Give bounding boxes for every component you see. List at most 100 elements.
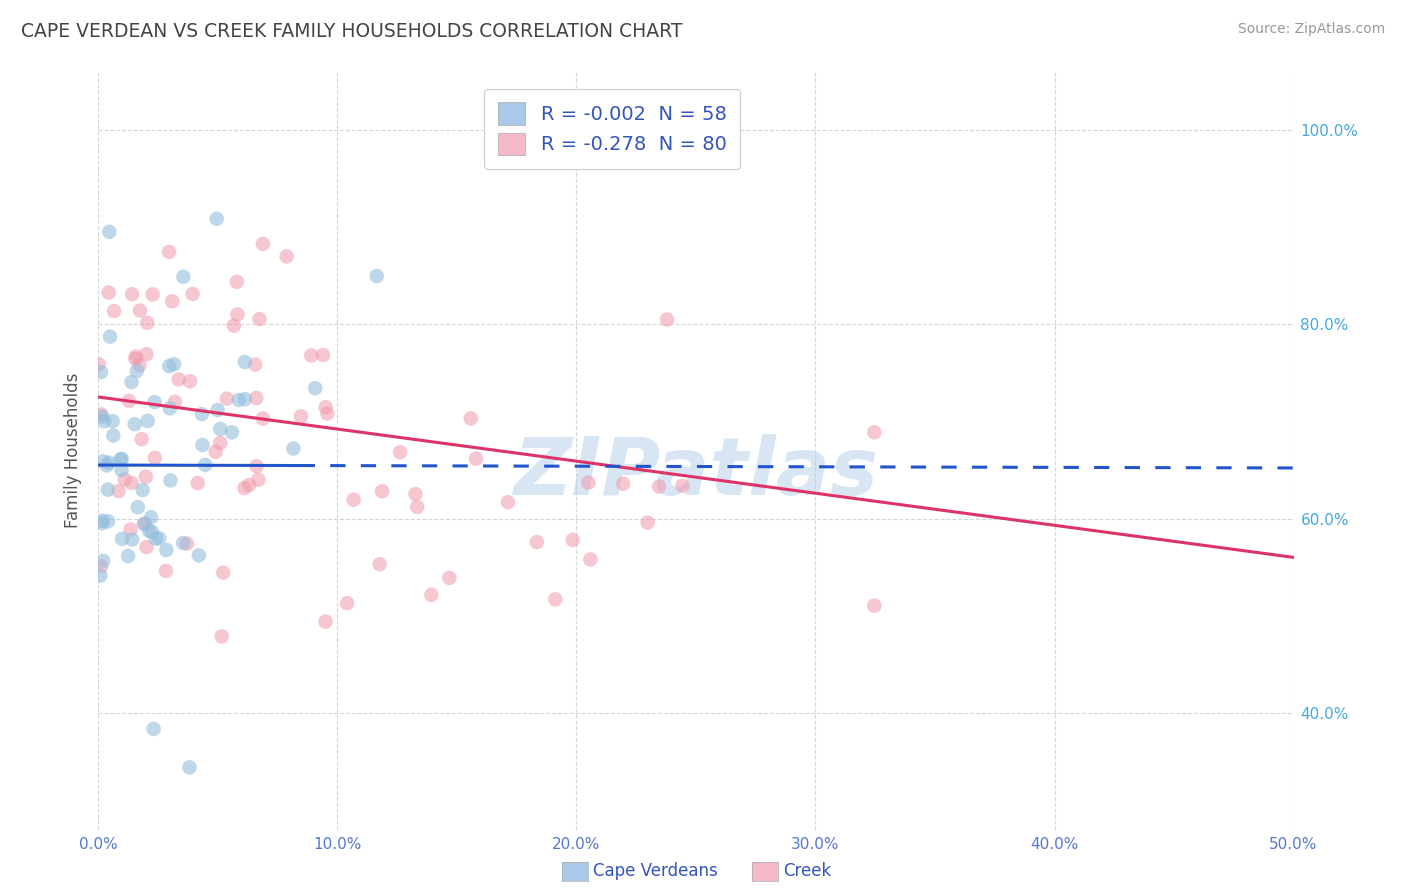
Point: [143, 450, 166, 465]
Point: [127, 500, 149, 515]
Point: [612, 476, 634, 491]
Point: [179, 374, 201, 388]
Text: Source: ZipAtlas.com: Source: ZipAtlas.com: [1237, 22, 1385, 37]
Point: [209, 422, 232, 436]
Point: [98, 329, 121, 343]
Point: [143, 395, 166, 409]
Point: [111, 532, 134, 546]
Point: [312, 348, 335, 362]
Point: [172, 536, 194, 550]
Point: [107, 483, 129, 498]
Point: [132, 516, 155, 531]
Point: [145, 532, 167, 546]
Point: [205, 211, 228, 226]
Y-axis label: Family Households: Family Households: [65, 373, 83, 528]
Point: [91, 554, 114, 568]
Point: [191, 407, 214, 421]
Point: [90, 407, 112, 421]
Point: [141, 525, 163, 540]
Point: [181, 287, 204, 301]
Point: [207, 403, 229, 417]
Point: [134, 516, 156, 531]
Point: [290, 409, 312, 424]
Point: [544, 592, 567, 607]
Point: [142, 287, 165, 301]
Point: [655, 312, 678, 326]
Point: [283, 442, 305, 456]
Point: [87, 357, 110, 371]
Point: [233, 481, 256, 495]
Point: [316, 407, 339, 421]
Point: [226, 308, 249, 322]
Point: [578, 475, 600, 490]
Point: [167, 372, 190, 386]
Text: Cape Verdeans: Cape Verdeans: [593, 863, 718, 880]
Point: [863, 425, 886, 440]
Point: [135, 540, 157, 554]
Text: CAPE VERDEAN VS CREEK FAMILY HOUSEHOLDS CORRELATION CHART: CAPE VERDEAN VS CREEK FAMILY HOUSEHOLDS …: [21, 22, 682, 41]
Point: [194, 458, 217, 472]
Point: [561, 533, 583, 547]
Point: [136, 316, 159, 330]
Point: [245, 358, 267, 372]
Point: [103, 428, 125, 442]
Point: [155, 564, 177, 578]
Point: [368, 558, 391, 572]
Point: [121, 476, 143, 491]
Point: [465, 451, 488, 466]
Point: [252, 236, 274, 251]
Point: [249, 312, 271, 326]
Point: [276, 249, 298, 263]
Point: [91, 409, 114, 424]
Point: [245, 459, 267, 474]
Point: [343, 492, 366, 507]
Legend: R = -0.002  N = 58, R = -0.278  N = 80: R = -0.002 N = 58, R = -0.278 N = 80: [485, 88, 740, 169]
Point: [172, 269, 194, 284]
Text: Creek: Creek: [783, 863, 831, 880]
Point: [187, 549, 209, 563]
Point: [131, 432, 153, 446]
Point: [439, 571, 461, 585]
Point: [299, 348, 322, 362]
Point: [191, 438, 214, 452]
Point: [187, 476, 209, 491]
Point: [176, 536, 198, 550]
Point: [211, 629, 233, 643]
Point: [252, 411, 274, 425]
Point: [121, 533, 143, 547]
Point: [103, 304, 125, 318]
Point: [225, 275, 247, 289]
Point: [228, 392, 250, 407]
Point: [90, 559, 112, 574]
Point: [128, 358, 150, 372]
Point: [212, 566, 235, 580]
Point: [163, 357, 186, 371]
Point: [93, 414, 115, 428]
Point: [124, 417, 146, 432]
Point: [138, 524, 160, 538]
Point: [233, 392, 256, 407]
Point: [245, 391, 267, 405]
Point: [125, 350, 148, 364]
Point: [111, 451, 134, 466]
Point: [157, 359, 180, 374]
Point: [404, 487, 426, 501]
Point: [121, 375, 143, 389]
Point: [179, 760, 201, 774]
Point: [142, 722, 165, 736]
Point: [118, 393, 141, 408]
Point: [247, 473, 270, 487]
Point: [97, 514, 120, 528]
Point: [222, 318, 245, 333]
Point: [637, 516, 659, 530]
Point: [304, 381, 326, 395]
Point: [233, 355, 256, 369]
Point: [124, 351, 146, 366]
Point: [315, 615, 337, 629]
Point: [157, 244, 180, 259]
Point: [139, 510, 162, 524]
Point: [91, 514, 114, 528]
Point: [366, 268, 388, 283]
Point: [96, 458, 118, 473]
Point: [97, 483, 120, 497]
